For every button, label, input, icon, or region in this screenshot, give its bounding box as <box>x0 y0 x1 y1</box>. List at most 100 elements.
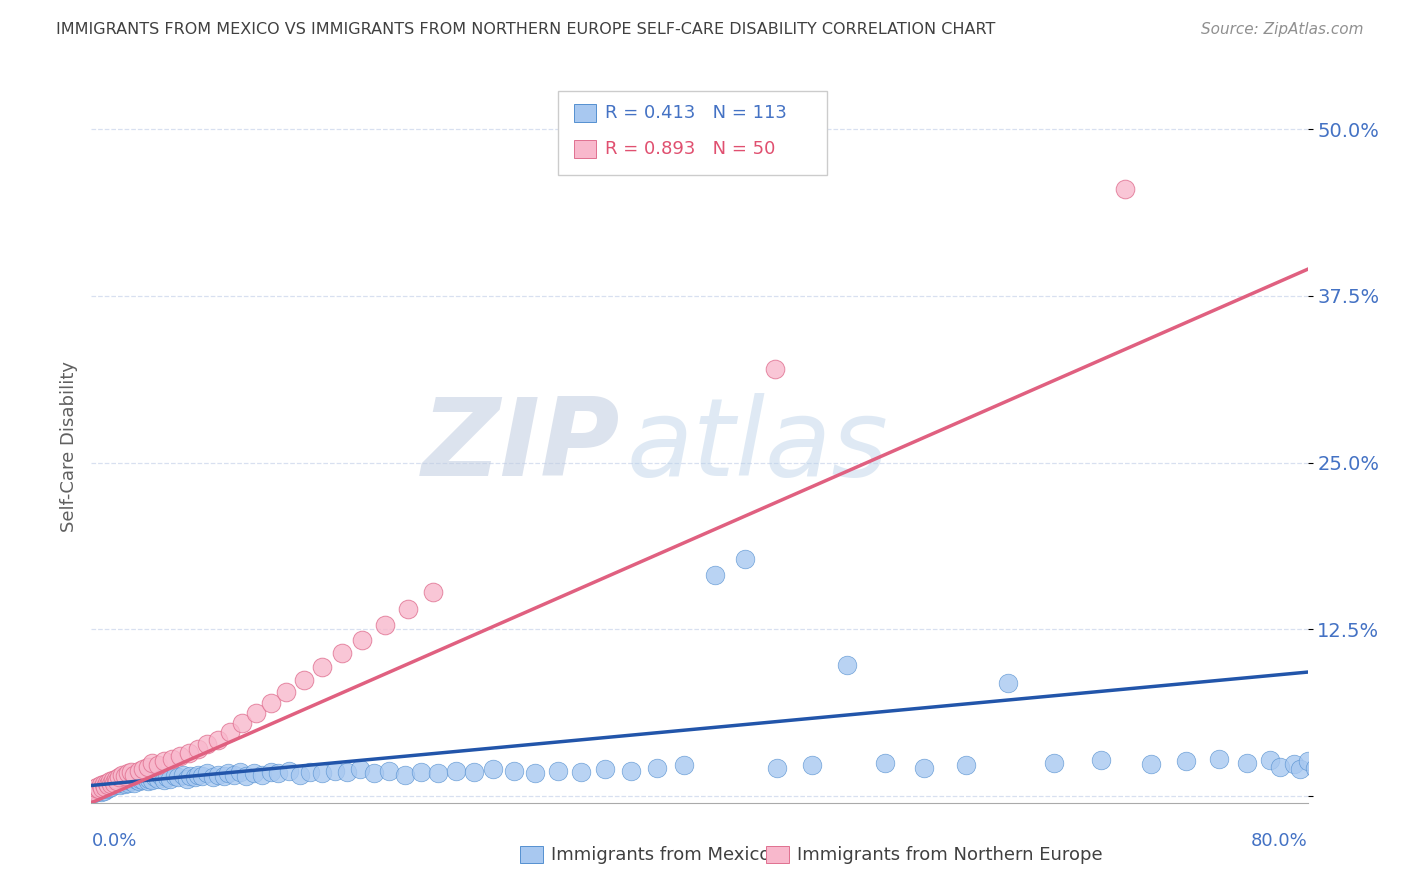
Point <box>148 758 170 772</box>
Point <box>191 769 214 783</box>
Point <box>101 777 124 791</box>
Point <box>1303 761 1326 775</box>
Point <box>1319 756 1341 770</box>
Point <box>89 779 111 793</box>
Point <box>1296 755 1319 769</box>
Point <box>153 773 176 788</box>
Point <box>1258 753 1281 767</box>
Point <box>122 776 145 790</box>
Point <box>141 773 163 788</box>
Point <box>96 780 118 794</box>
Point <box>1270 760 1292 774</box>
Point <box>136 760 159 774</box>
Point <box>187 742 209 756</box>
Point <box>350 633 373 648</box>
Point <box>801 758 824 772</box>
Point <box>104 776 127 790</box>
Text: 80.0%: 80.0% <box>1251 832 1308 850</box>
Point <box>156 771 179 785</box>
Point <box>1140 757 1163 772</box>
Point <box>260 696 283 710</box>
Point <box>115 774 138 789</box>
Point <box>82 785 104 799</box>
Point <box>323 764 346 778</box>
Point <box>111 776 134 790</box>
Point <box>96 782 118 797</box>
Point <box>212 769 235 783</box>
Point <box>278 764 301 778</box>
Point <box>292 673 315 687</box>
Point <box>411 765 433 780</box>
Point <box>1090 753 1112 767</box>
Point <box>195 737 218 751</box>
Point <box>245 706 267 721</box>
Point <box>103 776 125 790</box>
Point <box>224 768 246 782</box>
Point <box>100 777 122 791</box>
Point <box>83 787 105 801</box>
Point <box>104 772 127 786</box>
Point <box>311 766 333 780</box>
Point <box>121 772 143 786</box>
Point <box>1312 758 1334 772</box>
Point <box>86 785 108 799</box>
Text: R = 0.413   N = 113: R = 0.413 N = 113 <box>605 104 786 122</box>
Point <box>176 772 198 786</box>
Point <box>207 733 229 747</box>
Point <box>138 772 160 786</box>
Point <box>87 784 110 798</box>
Point <box>593 763 616 777</box>
Point <box>1042 756 1064 770</box>
Point <box>89 781 111 796</box>
Point <box>914 761 936 775</box>
Point <box>1236 756 1258 770</box>
Point <box>97 779 120 793</box>
Point <box>167 771 190 785</box>
Point <box>87 782 110 797</box>
Point <box>349 763 371 777</box>
Point <box>128 764 150 778</box>
Point <box>129 772 152 786</box>
Point <box>97 781 120 796</box>
Point <box>163 769 186 783</box>
Point <box>159 772 181 786</box>
Text: IMMIGRANTS FROM MEXICO VS IMMIGRANTS FROM NORTHERN EUROPE SELF-CARE DISABILITY C: IMMIGRANTS FROM MEXICO VS IMMIGRANTS FRO… <box>56 22 995 37</box>
Point <box>394 768 416 782</box>
Point <box>136 774 159 789</box>
Point <box>117 776 139 790</box>
Point <box>243 766 266 780</box>
Text: Immigrants from Northern Europe: Immigrants from Northern Europe <box>797 846 1102 863</box>
Point <box>195 766 218 780</box>
Point <box>765 362 787 376</box>
Point <box>91 782 114 797</box>
Point <box>107 774 129 789</box>
Point <box>114 769 136 783</box>
Text: Source: ZipAtlas.com: Source: ZipAtlas.com <box>1201 22 1364 37</box>
Point <box>330 647 353 661</box>
Point <box>89 785 111 799</box>
Point <box>620 764 643 778</box>
Point <box>172 768 194 782</box>
Point <box>207 768 229 782</box>
Point <box>125 773 148 788</box>
Point <box>547 764 569 778</box>
Point <box>105 777 128 791</box>
Point <box>91 781 114 796</box>
Point <box>111 768 134 782</box>
Text: 0.0%: 0.0% <box>91 832 136 850</box>
Point <box>187 768 209 782</box>
Point <box>503 764 526 778</box>
Text: ZIP: ZIP <box>422 393 620 499</box>
Point <box>83 784 105 798</box>
Point <box>148 772 170 786</box>
Point <box>112 773 135 788</box>
Point <box>134 771 156 785</box>
Point <box>86 780 108 794</box>
Point <box>110 779 132 793</box>
Point <box>703 567 725 582</box>
Point <box>427 766 450 780</box>
Point <box>107 771 129 785</box>
Point <box>132 763 155 777</box>
Point <box>122 768 145 782</box>
Point <box>481 763 503 777</box>
